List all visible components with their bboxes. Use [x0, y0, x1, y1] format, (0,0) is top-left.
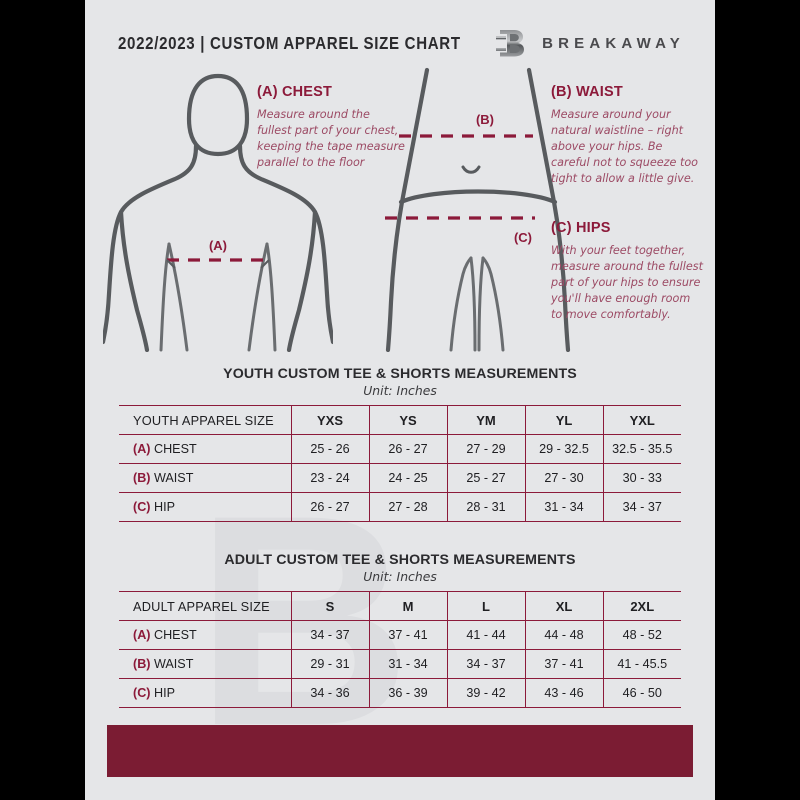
youth-table-unit: Unit: Inches [363, 383, 437, 398]
table-row: (C) HIP 26 - 27 27 - 28 28 - 31 31 - 34 34 - … [119, 492, 681, 522]
callout-waist-heading: (B) WAIST [551, 84, 623, 100]
callout-hips-heading: (C) HIPS [551, 220, 611, 236]
youth-column-header-4: YXL [602, 405, 681, 435]
adult-cell-2-3: 43 - 46 [524, 678, 603, 708]
adult-row-label-2: (C) HIP [119, 678, 291, 708]
hip-line-label: (C) [514, 230, 532, 245]
adult-cell-1-2: 34 - 37 [446, 649, 525, 679]
youth-table-title: YOUTH CUSTOM TEE & SHORTS MEASUREMENTS [223, 366, 577, 382]
page-title: 2022/2023 | CUSTOM APPAREL SIZE CHART [118, 32, 461, 53]
male-torso-outline-icon: (A) [103, 73, 333, 352]
adult-cell-0-3: 44 - 48 [524, 620, 603, 650]
youth-cell-1-0: 23 - 24 [290, 463, 369, 493]
waist-line-label: (B) [476, 112, 494, 127]
table-row: (C) HIP 34 - 36 36 - 39 39 - 42 43 - 46 46 - … [119, 678, 681, 708]
brand-name: BREAKAWAY [542, 34, 685, 52]
size-chart-page: B 2022/2023 | CUSTOM APPAREL SIZE CHART [85, 0, 715, 800]
adult-column-header-2: L [446, 591, 525, 621]
adult-cell-1-1: 31 - 34 [368, 649, 447, 679]
youth-cell-2-0: 26 - 27 [290, 492, 369, 522]
youth-row-tag-1: (B) [133, 471, 151, 485]
page-header: 2022/2023 | CUSTOM APPAREL SIZE CHART [85, 26, 715, 60]
callout-chest-body: Measure around the fullest part of your … [257, 108, 405, 169]
male-hips-outline-icon: (B) (C) [385, 67, 571, 352]
youth-row-tag-2: (C) [133, 500, 151, 514]
youth-row-label-2: (C) HIP [119, 492, 291, 522]
youth-cell-2-3: 31 - 34 [524, 492, 603, 522]
callout-waist: (B) WAIST Measure around your natural wa… [551, 84, 703, 187]
adult-table-block: ADULT CUSTOM TEE & SHORTS MEASUREMENTS U… [85, 552, 715, 708]
adult-cell-0-0: 34 - 37 [290, 620, 369, 650]
youth-row-label-0: (A) CHEST [119, 434, 291, 464]
adult-cell-2-0: 34 - 36 [290, 678, 369, 708]
adult-row-label-1: (B) WAIST [119, 649, 291, 679]
adult-table-title: ADULT CUSTOM TEE & SHORTS MEASUREMENTS [224, 552, 576, 568]
table-row: (B) WAIST 23 - 24 24 - 25 25 - 27 27 - 30 30 … [119, 463, 681, 493]
adult-column-header-4: 2XL [602, 591, 681, 621]
youth-cell-1-4: 30 - 33 [602, 463, 681, 493]
youth-cell-1-3: 27 - 30 [524, 463, 603, 493]
youth-cell-0-1: 26 - 27 [368, 434, 447, 464]
youth-row-tag-0: (A) [133, 442, 151, 456]
youth-cell-0-0: 25 - 26 [290, 434, 369, 464]
youth-column-header-1: YS [368, 405, 447, 435]
youth-cell-2-4: 34 - 37 [602, 492, 681, 522]
adult-cell-1-0: 29 - 31 [290, 649, 369, 679]
youth-row-label-1: (B) WAIST [119, 463, 291, 493]
adult-cell-0-2: 41 - 44 [446, 620, 525, 650]
breakaway-b-monogram-icon [496, 30, 525, 57]
adult-column-header-1: M [368, 591, 447, 621]
adult-table-unit: Unit: Inches [363, 569, 437, 584]
youth-size-table: YOUTH APPAREL SIZE YXS YS YM YL YXL (A) CHEST 2… [119, 405, 681, 522]
youth-table-block: YOUTH CUSTOM TEE & SHORTS MEASUREMENTS U… [85, 366, 715, 522]
table-row: (A) CHEST 25 - 26 26 - 27 27 - 29 29 - 32.5 3… [119, 434, 681, 464]
callout-chest-heading: (A) CHEST [257, 84, 333, 100]
adult-size-header: ADULT APPAREL SIZE [119, 591, 291, 621]
adult-column-header-3: XL [524, 591, 603, 621]
table-row: (A) CHEST 34 - 37 37 - 41 41 - 44 44 - 48 48 … [119, 620, 681, 650]
youth-column-header-0: YXS [290, 405, 369, 435]
adult-cell-1-3: 37 - 41 [524, 649, 603, 679]
adult-cell-0-1: 37 - 41 [368, 620, 447, 650]
adult-column-header-0: S [290, 591, 369, 621]
youth-cell-1-2: 25 - 27 [446, 463, 525, 493]
adult-cell-0-4: 48 - 52 [602, 620, 681, 650]
youth-column-header-3: YL [524, 405, 603, 435]
adult-row-tag-1: (B) [133, 657, 151, 671]
adult-cell-2-4: 46 - 50 [602, 678, 681, 708]
adult-cell-2-2: 39 - 42 [446, 678, 525, 708]
table-row: (B) WAIST 29 - 31 31 - 34 34 - 37 37 - 41 41 … [119, 649, 681, 679]
adult-cell-1-4: 41 - 45.5 [602, 649, 681, 679]
adult-row-tag-0: (A) [133, 628, 151, 642]
youth-cell-0-3: 29 - 32.5 [524, 434, 603, 464]
footer-bar [107, 725, 693, 777]
callout-waist-body: Measure around your natural waistline – … [551, 108, 699, 185]
youth-cell-0-4: 32.5 - 35.5 [602, 434, 681, 464]
adult-cell-2-1: 36 - 39 [368, 678, 447, 708]
callout-hips: (C) HIPS With your feet together, measur… [551, 220, 703, 323]
brand-lockup: BREAKAWAY [494, 27, 685, 59]
measurement-tables: YOUTH CUSTOM TEE & SHORTS MEASUREMENTS U… [85, 366, 715, 708]
callout-chest: (A) CHEST Measure around the fullest par… [257, 84, 407, 171]
youth-cell-1-1: 24 - 25 [368, 463, 447, 493]
youth-column-header-2: YM [446, 405, 525, 435]
adult-header-row: ADULT APPAREL SIZE S M L XL 2XL [119, 591, 681, 621]
youth-cell-0-2: 27 - 29 [446, 434, 525, 464]
youth-size-header: YOUTH APPAREL SIZE [119, 405, 291, 435]
youth-header-row: YOUTH APPAREL SIZE YXS YS YM YL YXL [119, 405, 681, 435]
adult-size-table: ADULT APPAREL SIZE S M L XL 2XL (A) CHEST 34 - … [119, 591, 681, 708]
adult-row-tag-2: (C) [133, 686, 151, 700]
youth-cell-2-1: 27 - 28 [368, 492, 447, 522]
chest-measure-line [166, 258, 270, 269]
adult-row-label-0: (A) CHEST [119, 620, 291, 650]
illustration-area: (A) (B) [85, 62, 715, 362]
callout-hips-body: With your feet together, measure around … [551, 244, 703, 321]
chest-line-label: (A) [209, 238, 227, 253]
youth-cell-2-2: 28 - 31 [446, 492, 525, 522]
